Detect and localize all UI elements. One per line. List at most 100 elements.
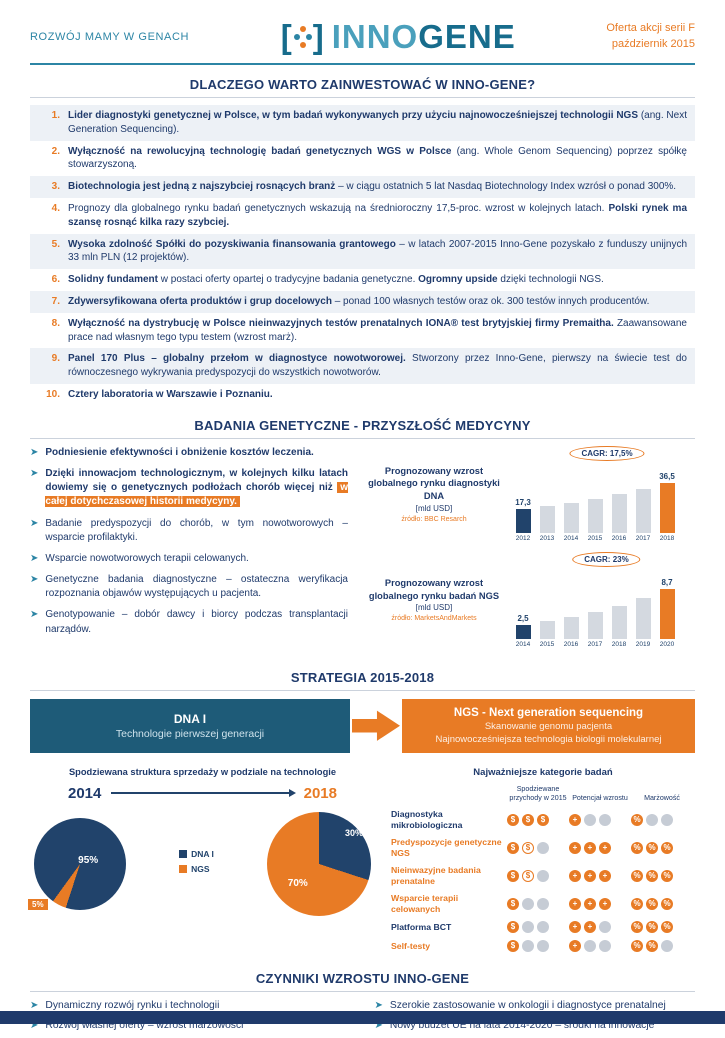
bullet-text: Dynamiczny rozwój rynku i technologii — [45, 999, 220, 1011]
logo-bracket-left: [ — [280, 18, 293, 55]
market-charts: Prognozowany wzrost globalnego rynku dia… — [364, 445, 695, 658]
bullet-text: Dzięki innowacjom technologicznym, w kol… — [45, 467, 348, 508]
item-number: 3. — [51, 181, 60, 193]
offer-line1: Oferta akcji serii F — [606, 22, 695, 35]
bullet-text: Badanie predyspozycji do chorób, w tym n… — [45, 517, 348, 543]
header: ROZWÓJ MAMY W GENACH [ ] INNO GENE Oferta… — [30, 16, 695, 65]
pie-label-5: 5% — [28, 898, 48, 910]
pie-chart-2018 — [266, 811, 371, 916]
revenue-rating: $ — [507, 939, 569, 952]
item-text: Lider diagnostyki genetycznej w Polsce, … — [68, 110, 687, 135]
dna-box-subtitle: Technologie pierwszej generacji — [115, 727, 265, 740]
company-tagline: ROZWÓJ MAMY W GENACH — [30, 30, 190, 43]
legend-item-ngs: NGS — [179, 864, 214, 874]
legend-label: DNA I — [191, 848, 214, 859]
pie-chart-2014 — [34, 817, 126, 910]
offer-info: Oferta akcji serii F październik 2015 — [606, 21, 695, 52]
pies-title: Spodziewana struktura sprzedaży w podzia… — [68, 766, 337, 777]
revenue-rating: $ $ — [507, 841, 569, 854]
legend-label: NGS — [191, 863, 210, 874]
chart-unit: [mld USD] — [415, 603, 453, 613]
item-number: 2. — [51, 145, 60, 157]
year-2018: 2018 — [303, 784, 337, 802]
list-item: 4. Prognozy dla globalnego rynku badań g… — [30, 198, 695, 234]
section-title-strategy: STRATEGIA 2015-2018 — [30, 670, 695, 691]
why-invest-list: 1. Lider diagnostyki genetycznej w Polsc… — [30, 105, 695, 406]
legend-item-dna: DNA I — [179, 849, 214, 859]
cagr-badge: CAGR: 23% — [572, 551, 641, 567]
ngs-box-line3: Najnowocześniejsza technologia biologii … — [435, 733, 662, 745]
section-title-growth: CZYNNIKI WZROSTU INNO-GENE — [30, 971, 695, 992]
growth-rating: + + + — [569, 897, 631, 910]
col-header-growth: Potencjał wzrostu — [572, 793, 628, 802]
bullet-text: Genetyczne badania diagnostyczne – ostat… — [45, 574, 348, 600]
item-text: Cztery laboratoria w Warszawie i Poznani… — [68, 388, 273, 400]
bar-chart: 17,3 2012 2013 2014 2015 2016 2017 36,5 2018 — [515, 471, 675, 542]
bullet-item: ➤ Genotypowanie – dobór dawcy i biorcy p… — [30, 608, 348, 636]
col-header-margin: Marżowość — [644, 793, 680, 802]
bullet-item: ➤ Dzięki innowacjom technologicznym, w k… — [30, 467, 348, 510]
legend-swatch-orange — [179, 864, 188, 873]
cagr-badge: CAGR: 17,5% — [569, 445, 645, 461]
item-text: Panel 170 Plus – globalny przełom w diag… — [68, 353, 687, 379]
list-item: 9. Panel 170 Plus – globalny przełom w d… — [30, 348, 695, 384]
logo-text-gene: GENE — [418, 18, 516, 55]
table-row: Self-testy $ + %% — [391, 939, 695, 952]
dna-market-chart: Prognozowany wzrost globalnego rynku dia… — [364, 445, 695, 542]
row-label: Diagnostyka mikrobiologiczna — [391, 809, 463, 830]
years-row: 2014 2018 — [30, 785, 375, 802]
growth-rating: + + + — [569, 841, 631, 854]
list-item: 1. Lider diagnostyki genetycznej w Polsc… — [30, 105, 695, 141]
chart-caption: Prognozowany wzrost globalnego rynku bad… — [364, 577, 504, 622]
list-item: 5. Wysoka zdolność Spółki do pozyskiwani… — [30, 233, 695, 270]
list-item: 2. Wyłączność na rewolucyjną technologię… — [30, 141, 695, 177]
item-text: Wysoka zdolność Spółki do pozyskiwania f… — [68, 238, 688, 264]
pies-row: 95% 5% DNA I NGS 30% 70% — [28, 811, 375, 916]
bullet-text: Podniesienie efektywności i obniżenie ko… — [45, 446, 314, 458]
chart-plot: CAGR: 23% 2,5 2014 2015 2016 2017 2018 2019 8,7… — [510, 551, 692, 648]
logo-dots-icon — [293, 24, 312, 50]
margin-rating: %%% — [631, 869, 693, 882]
list-item: 8. Wyłączność na dystrybucję w Polsce ni… — [30, 313, 695, 349]
item-number: 4. — [51, 202, 60, 214]
sales-structure-pies: Spodziewana struktura sprzedaży w podzia… — [28, 765, 375, 959]
list-item: 7. Zdywersyfikowana oferta produktów i g… — [30, 290, 695, 313]
item-number: 5. — [51, 238, 60, 250]
ngs-box: NGS - Next generation sequencing Skanowa… — [402, 698, 695, 753]
growth-rating: + — [569, 939, 631, 952]
pie-label-70: 70% — [287, 877, 308, 889]
table-row: Wsparcie terapii celowanych $ + + + %%% — [391, 893, 695, 914]
bullet-text: Szerokie zastosowanie w onkologii i diag… — [389, 999, 666, 1011]
chart-title: Prognozowany wzrost globalnego rynku bad… — [368, 578, 500, 601]
table-row: Nieinwazyjne badania prenatalne $ $ + + + %… — [391, 865, 695, 886]
arrow-bullet-icon: ➤ — [30, 467, 39, 479]
item-number: 8. — [51, 317, 60, 329]
growth-rating: + + — [569, 920, 631, 933]
year-2014: 2014 — [68, 784, 102, 802]
ngs-box-title: NGS - Next generation sequencing — [453, 706, 644, 719]
bullet-item: ➤ Szerokie zastosowanie w onkologii i di… — [375, 999, 696, 1014]
arrow-bullet-icon: ➤ — [30, 517, 39, 529]
legend-swatch-navy — [179, 849, 188, 858]
row-label: Wsparcie terapii celowanych — [391, 893, 459, 914]
item-text: Zdywersyfikowana oferta produktów i grup… — [68, 295, 650, 307]
pie-label-30: 30% — [344, 828, 363, 839]
chart-source: źródło: BBC Resarch — [401, 515, 467, 523]
item-text: Biotechnologia jest jedną z najszybciej … — [68, 181, 677, 193]
item-text: Prognozy dla globalnego rynku badań gene… — [68, 202, 688, 228]
table-row: Diagnostyka mikrobiologiczna $ $ $ + % — [391, 809, 695, 830]
revenue-rating: $ — [507, 897, 569, 910]
revenue-rating: $ $ $ — [507, 813, 569, 826]
item-number: 7. — [51, 295, 60, 307]
bullet-item: ➤ Badanie predyspozycji do chorób, w tym… — [30, 517, 348, 545]
row-label: Predyspozycje genetyczne NGS — [391, 837, 502, 858]
chart-caption: Prognozowany wzrost globalnego rynku dia… — [364, 465, 504, 523]
item-text: Solidny fundament w postaci oferty opart… — [68, 274, 604, 286]
bullet-item: ➤ Genetyczne badania diagnostyczne – ost… — [30, 573, 348, 601]
arrow-bullet-icon: ➤ — [30, 552, 39, 564]
row-label: Nieinwazyjne badania prenatalne — [391, 865, 481, 886]
row-label: Self-testy — [391, 940, 431, 951]
ngs-box-line2: Skanowanie genomu pacjenta — [484, 720, 613, 732]
pie-2014-box: 95% 5% — [28, 817, 126, 910]
chart-unit: [mld USD] — [415, 503, 453, 513]
